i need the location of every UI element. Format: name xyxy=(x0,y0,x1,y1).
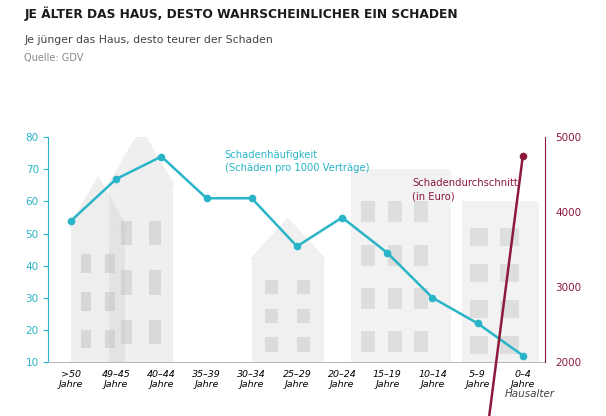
Bar xyxy=(298,337,310,352)
Text: JE ÄLTER DAS HAUS, DESTO WAHRSCHEINLICHER EIN SCHADEN: JE ÄLTER DAS HAUS, DESTO WAHRSCHEINLICHE… xyxy=(24,6,458,21)
Polygon shape xyxy=(250,218,326,259)
Bar xyxy=(81,254,90,273)
Bar xyxy=(462,201,539,362)
Bar xyxy=(470,300,488,318)
Bar xyxy=(265,337,278,352)
Bar xyxy=(414,331,428,352)
Bar xyxy=(81,292,90,311)
Bar xyxy=(470,264,488,282)
Bar xyxy=(110,186,173,362)
Bar xyxy=(361,245,375,266)
Bar xyxy=(414,288,428,309)
Text: Quelle: GDV: Quelle: GDV xyxy=(24,53,84,63)
Bar xyxy=(361,288,375,309)
Bar xyxy=(105,329,115,349)
Bar xyxy=(500,264,519,282)
Bar xyxy=(105,254,115,273)
Text: Schadendurchschnitt
(in Euro): Schadendurchschnitt (in Euro) xyxy=(412,178,518,202)
Bar xyxy=(149,270,161,295)
Bar xyxy=(351,169,450,362)
Bar xyxy=(388,245,402,266)
Text: Schadenhäufigkeit
(Schäden pro 1000 Verträge): Schadenhäufigkeit (Schäden pro 1000 Vert… xyxy=(225,150,369,173)
Bar xyxy=(81,329,90,349)
Bar xyxy=(470,228,488,245)
Bar xyxy=(298,280,310,294)
Bar xyxy=(121,319,132,344)
Polygon shape xyxy=(107,128,175,186)
Bar xyxy=(388,331,402,352)
Bar xyxy=(500,337,519,354)
Bar xyxy=(265,280,278,294)
Polygon shape xyxy=(69,176,127,227)
Bar xyxy=(105,292,115,311)
Bar xyxy=(361,201,375,222)
Bar xyxy=(71,227,125,362)
Bar xyxy=(121,270,132,295)
Bar xyxy=(149,319,161,344)
Bar xyxy=(388,201,402,222)
Bar xyxy=(388,288,402,309)
Bar xyxy=(361,331,375,352)
Bar xyxy=(414,245,428,266)
Bar xyxy=(251,259,324,362)
Bar xyxy=(500,300,519,318)
Bar xyxy=(121,221,132,245)
Bar xyxy=(149,221,161,245)
Bar xyxy=(298,309,310,323)
Text: Je jünger das Haus, desto teurer der Schaden: Je jünger das Haus, desto teurer der Sch… xyxy=(24,35,273,45)
Bar xyxy=(414,201,428,222)
Bar xyxy=(265,309,278,323)
Bar xyxy=(500,228,519,245)
Text: Hausalter: Hausalter xyxy=(504,389,554,399)
Bar xyxy=(470,337,488,354)
